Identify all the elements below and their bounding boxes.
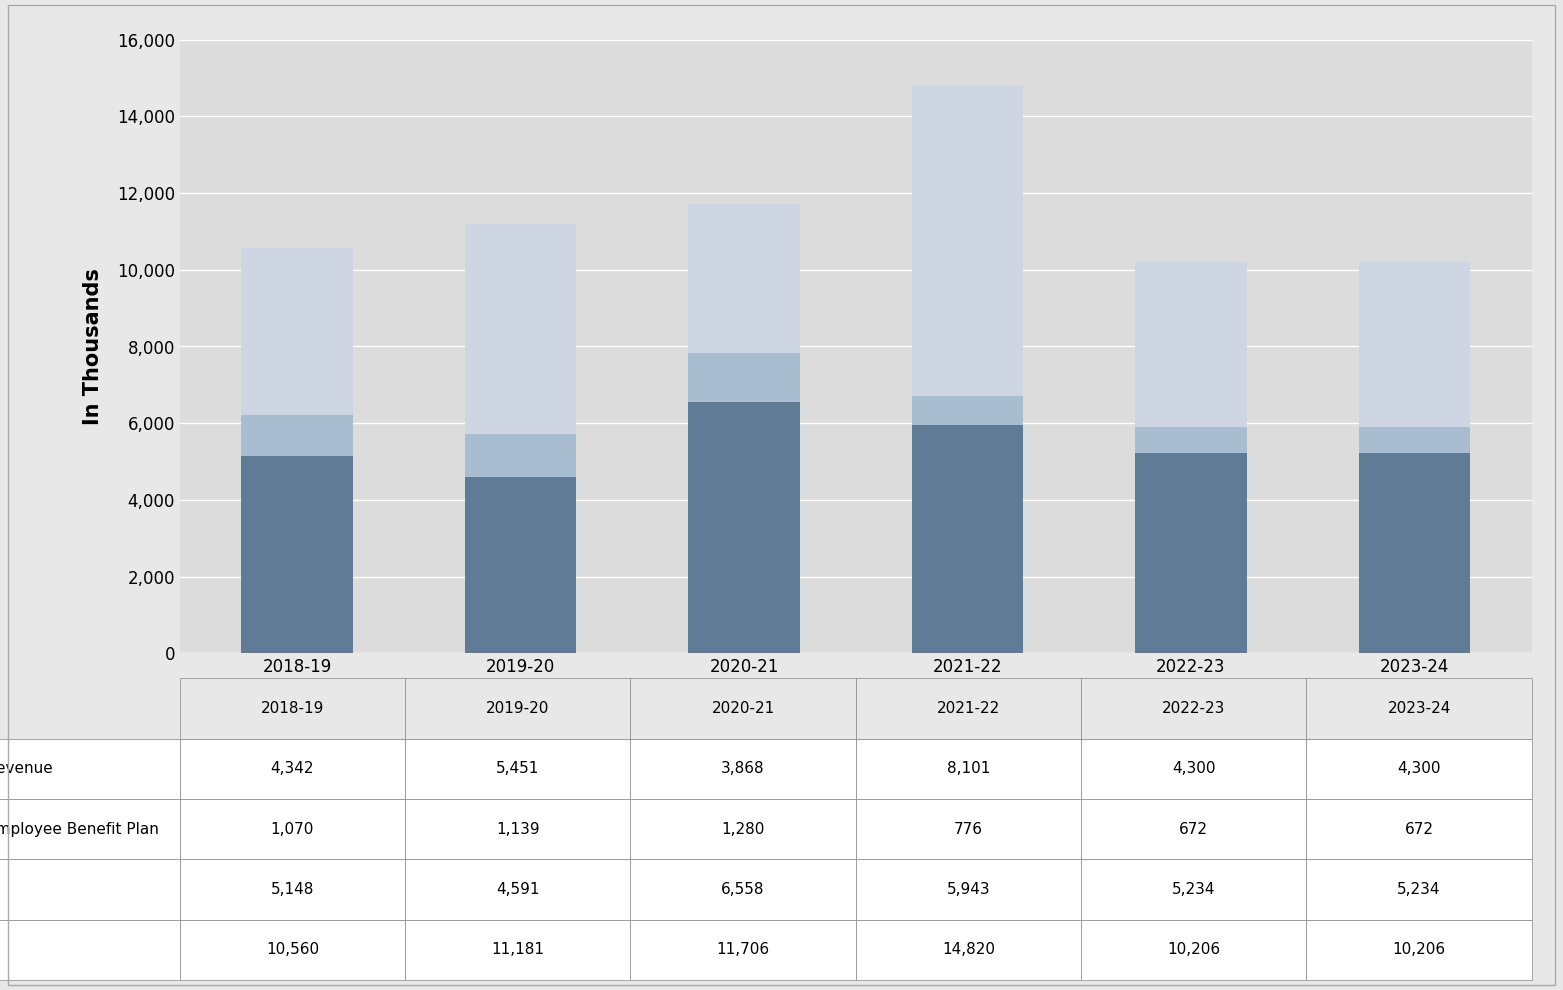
Bar <box>1135 427 1247 452</box>
Bar <box>911 396 1024 426</box>
Y-axis label: In Thousands: In Thousands <box>83 268 103 425</box>
Bar <box>241 415 353 456</box>
Bar <box>464 434 577 477</box>
Bar <box>688 204 800 352</box>
Bar <box>241 456 353 653</box>
Bar <box>1358 262 1471 427</box>
Bar <box>911 426 1024 653</box>
Bar <box>464 225 577 434</box>
Bar <box>464 477 577 653</box>
Bar <box>1135 262 1247 427</box>
Bar <box>241 248 353 415</box>
Bar <box>1135 452 1247 653</box>
Bar <box>911 85 1024 396</box>
Bar <box>688 352 800 402</box>
Bar <box>688 402 800 653</box>
Bar <box>1358 452 1471 653</box>
Bar <box>1358 427 1471 452</box>
